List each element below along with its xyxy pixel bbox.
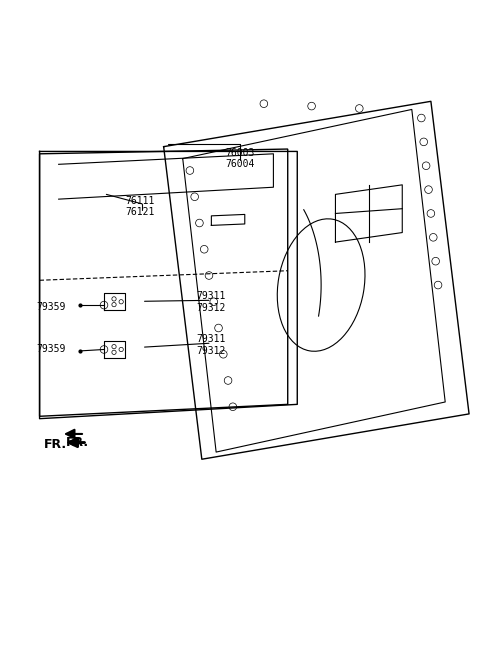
Text: FR.: FR. xyxy=(44,438,68,451)
Text: 79359: 79359 xyxy=(37,344,66,354)
Text: 79311
79312: 79311 79312 xyxy=(197,334,226,356)
Text: 76003
76004: 76003 76004 xyxy=(225,148,255,169)
Text: 76111
76121: 76111 76121 xyxy=(125,195,155,217)
Text: 79359: 79359 xyxy=(37,302,66,312)
Text: FR.: FR. xyxy=(66,436,89,449)
Text: 79311
79312: 79311 79312 xyxy=(197,291,226,312)
